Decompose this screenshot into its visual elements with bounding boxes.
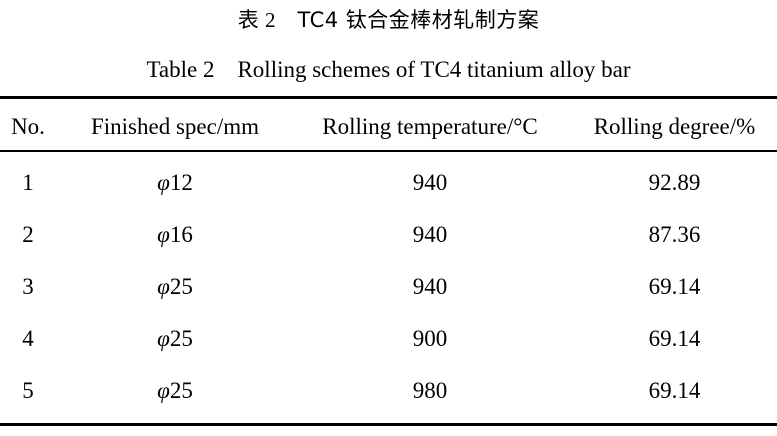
cell-no: 5 [22, 378, 34, 403]
caption-chinese-label: 表 2 [237, 8, 276, 32]
cell-temperature: 940 [412, 170, 448, 195]
table-row: 1 φ12 940 92.89 [0, 168, 777, 198]
table-top-rule [0, 96, 777, 99]
caption-english-label: Table 2 [146, 57, 215, 82]
column-header-no: No. [11, 114, 45, 139]
cell-no: 1 [22, 170, 34, 195]
cell-degree: 69.14 [648, 326, 701, 351]
cell-temperature: 900 [412, 326, 448, 351]
cell-degree: 92.89 [648, 170, 701, 195]
phi-symbol: φ [157, 222, 170, 247]
cell-no: 2 [22, 222, 34, 247]
phi-symbol: φ [157, 326, 170, 351]
caption-english: Table 2 Rolling schemes of TC4 titanium … [0, 54, 777, 86]
table-row: 3 φ25 940 69.14 [0, 272, 777, 302]
phi-symbol: φ [157, 274, 170, 299]
cell-spec: φ25 [62, 376, 288, 406]
table-header-rule [0, 150, 777, 152]
phi-symbol: φ [157, 378, 170, 403]
table-row: 2 φ16 940 87.36 [0, 220, 777, 250]
cell-degree: 69.14 [648, 378, 701, 403]
cell-no: 4 [22, 326, 34, 351]
cell-temperature: 940 [412, 222, 448, 247]
cell-spec: φ16 [62, 220, 288, 250]
spec-value: 12 [169, 170, 193, 195]
caption-gap [276, 8, 298, 32]
caption-chinese: 表 2 TC4 钛合金棒材轧制方案 [0, 5, 777, 35]
cell-temperature: 940 [412, 274, 448, 299]
cell-spec: φ12 [62, 168, 288, 198]
cell-spec: φ25 [62, 272, 288, 302]
spec-value: 25 [169, 326, 193, 351]
column-header-temperature: Rolling temperature/°C [322, 114, 538, 139]
cell-no: 3 [22, 274, 34, 299]
cell-degree: 69.14 [648, 274, 701, 299]
spec-value: 16 [169, 222, 193, 247]
table-row: 4 φ25 900 69.14 [0, 324, 777, 354]
column-header-spec: Finished spec/mm [90, 114, 260, 139]
column-header-degree: Rolling degree/% [593, 114, 756, 139]
table-row: 5 φ25 980 69.14 [0, 376, 777, 406]
caption-chinese-title: TC4 钛合金棒材轧制方案 [297, 8, 540, 32]
caption-gap-en [214, 57, 237, 82]
table-header-row: No. Finished spec/mm Rolling temperature… [0, 112, 777, 142]
cell-temperature: 980 [412, 378, 448, 403]
spec-value: 25 [169, 378, 193, 403]
spec-value: 25 [169, 274, 193, 299]
caption-english-title: Rolling schemes of TC4 titanium alloy ba… [237, 57, 631, 82]
table-bottom-rule [0, 423, 777, 426]
cell-spec: φ25 [62, 324, 288, 354]
cell-degree: 87.36 [648, 222, 701, 247]
phi-symbol: φ [157, 170, 170, 195]
